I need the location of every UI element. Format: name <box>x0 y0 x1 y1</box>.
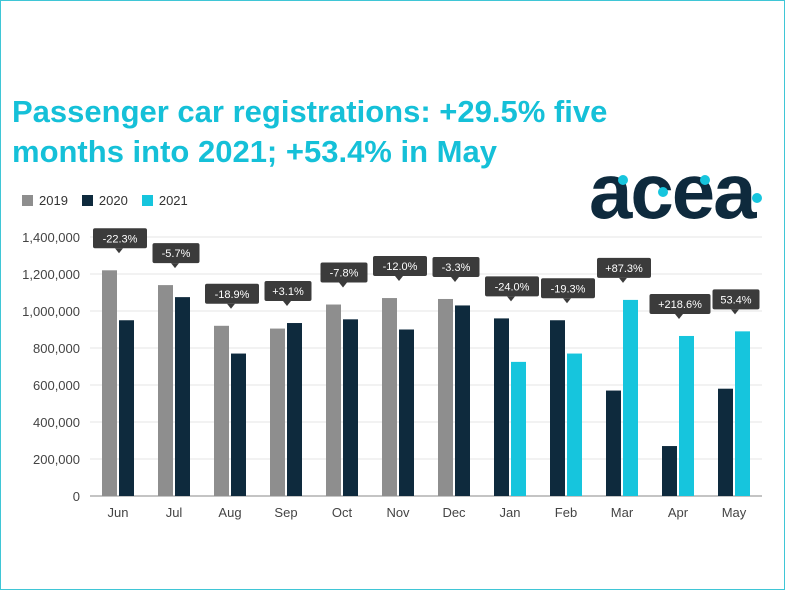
y-tick-label: 1,400,000 <box>22 230 80 245</box>
change-label-pointer <box>731 309 739 315</box>
change-label-box <box>205 283 259 304</box>
bar-2020-jul <box>175 297 190 496</box>
change-label-box <box>541 278 595 299</box>
legend: 2019 2020 2021 <box>22 193 188 208</box>
bar-2021-apr <box>679 335 694 496</box>
bar-2019-sep <box>270 328 285 496</box>
x-tick-label: Jul <box>166 505 183 520</box>
change-label-box <box>649 293 711 314</box>
bar-2019-dec <box>438 298 453 496</box>
x-tick-label: May <box>722 505 747 520</box>
legend-label-2019: 2019 <box>39 193 68 208</box>
change-label-pointer <box>115 248 123 254</box>
legend-swatch-2019 <box>22 195 33 206</box>
y-tick-label: 400,000 <box>33 415 80 430</box>
bar-2020-mar <box>606 390 621 496</box>
change-label-pointer <box>339 282 347 288</box>
bar-2020-apr <box>662 446 677 496</box>
change-label-box <box>597 257 651 278</box>
x-tick-label: Apr <box>668 505 689 520</box>
bar-2021-feb <box>567 353 582 496</box>
change-label-pointer <box>563 298 571 304</box>
bar-2020-jan <box>494 318 509 496</box>
bar-2020-aug <box>231 353 246 496</box>
y-tick-label: 1,200,000 <box>22 267 80 282</box>
change-label-box <box>264 281 312 302</box>
bar-2019-nov <box>382 298 397 496</box>
legend-item-2019: 2019 <box>22 193 68 208</box>
change-label-pointer <box>675 313 683 319</box>
change-label-pointer <box>171 263 179 269</box>
x-tick-label: Nov <box>386 505 410 520</box>
x-tick-label: Oct <box>332 505 353 520</box>
x-tick-label: Dec <box>442 505 466 520</box>
bar-2019-oct <box>326 304 341 496</box>
y-tick-label: 0 <box>73 489 80 504</box>
bar-2021-may <box>735 331 750 496</box>
chart-title: Passenger car registrations: +29.5% five… <box>12 94 608 169</box>
bar-2020-may <box>718 388 733 496</box>
legend-swatch-2021 <box>141 195 153 206</box>
bar-2020-feb <box>550 320 565 496</box>
change-label-box <box>93 228 147 249</box>
y-tick-label: 200,000 <box>33 452 80 467</box>
bar-2021-jan <box>511 361 526 496</box>
legend-label-2021: 2021 <box>158 193 188 208</box>
logo-dot-4 <box>752 193 762 203</box>
change-label: -18.9% <box>215 289 250 301</box>
bar-2020-oct <box>343 319 358 496</box>
x-tick-label: Mar <box>611 505 634 520</box>
change-label: -12.0% <box>383 261 418 273</box>
acea-logo-text: acea <box>589 160 757 235</box>
bar-2020-jun <box>119 320 134 496</box>
bar-2020-sep <box>287 323 302 496</box>
bar-2020-dec <box>455 305 470 496</box>
x-tick-label: Feb <box>555 505 577 520</box>
change-label: -7.8% <box>330 268 359 280</box>
change-label: -24.0% <box>495 281 530 293</box>
change-label-pointer <box>507 296 515 302</box>
change-label-box <box>712 289 760 310</box>
change-label: -3.3% <box>442 262 471 274</box>
logo-dot-1 <box>618 175 628 185</box>
change-label: +87.3% <box>605 263 643 275</box>
x-tick-label: Jun <box>108 505 129 520</box>
legend-swatch-2020 <box>81 195 93 206</box>
logo-dot-3 <box>700 175 710 185</box>
legend-item-2021: 2021 <box>141 193 188 208</box>
legend-label-2020: 2020 <box>98 193 128 208</box>
change-label-box <box>485 276 539 297</box>
change-label: 53.4% <box>720 294 751 306</box>
y-tick-label: 1,000,000 <box>22 304 80 319</box>
change-label: +3.1% <box>272 286 304 298</box>
change-label-pointer <box>283 301 291 307</box>
bar-2020-nov <box>399 329 414 496</box>
change-label: -5.7% <box>162 248 191 260</box>
y-tick-label: 600,000 <box>33 378 80 393</box>
change-label-box <box>373 256 427 277</box>
change-label: -22.3% <box>103 233 138 245</box>
legend-item-2020: 2020 <box>81 193 128 208</box>
x-tick-label: Jan <box>500 505 521 520</box>
change-label-pointer <box>395 276 403 282</box>
change-label-pointer <box>619 277 627 283</box>
change-label: +218.6% <box>658 299 702 311</box>
change-label-box <box>152 243 200 264</box>
change-label-box <box>320 262 368 283</box>
x-tick-label: Sep <box>274 505 297 520</box>
y-tick-label: 800,000 <box>33 341 80 356</box>
bar-2021-mar <box>623 299 638 496</box>
logo-dot-2 <box>658 187 668 197</box>
bar-2019-jun <box>102 270 117 496</box>
bar-2019-aug <box>214 325 229 496</box>
change-label-box <box>432 256 480 277</box>
change-label-pointer <box>451 276 459 282</box>
x-tick-label: Aug <box>218 505 241 520</box>
acea-logo: acea <box>589 160 762 235</box>
bar-2019-jul <box>158 285 173 496</box>
change-label-pointer <box>227 303 235 309</box>
change-label: -19.3% <box>551 283 586 295</box>
